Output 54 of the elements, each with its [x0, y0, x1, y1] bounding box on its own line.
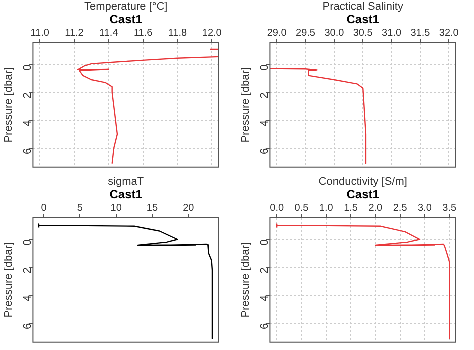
x-tick-label: 15	[146, 202, 158, 214]
x-tick-label: 10	[110, 202, 122, 214]
y-tick-label: 6	[259, 323, 272, 330]
x-tick-label: 3.5	[442, 202, 457, 214]
x-tick-label: 1.5	[344, 202, 358, 214]
x-axis-title: Conductivity [S/m]	[318, 176, 408, 188]
x-tick-label: 2.5	[393, 202, 408, 214]
x-tick-label: 11.2	[65, 28, 84, 39]
x-axis-title: Practical Salinity	[322, 1, 404, 14]
y-tick-label: 6	[22, 148, 34, 155]
x-tick-label: 31.0	[382, 28, 402, 39]
x-axis-title: Temperature [°C]	[84, 1, 168, 14]
y-axis-title: Pressure [dbar]	[3, 68, 16, 143]
x-tick-label: 0.0	[270, 202, 284, 214]
y-tick-label: 4	[259, 120, 272, 127]
x-tick-label: 29.5	[296, 28, 316, 39]
y-tick-label: 4	[22, 120, 34, 127]
y-tick-label: 4	[259, 295, 272, 302]
y-tick-label: 2	[22, 268, 34, 274]
y-tick-label: 2	[22, 92, 34, 99]
x-tick-label: 3.0	[418, 202, 432, 214]
x-tick-label: 20	[183, 202, 195, 214]
y-axis-title: Pressure [dbar]	[240, 242, 252, 318]
x-tick-label: 12.0	[202, 28, 222, 39]
y-tick-label: 0	[22, 64, 34, 71]
x-tick-label: 29.0	[267, 28, 288, 39]
x-tick-label: 1.0	[319, 202, 334, 214]
x-tick-label: 0	[41, 202, 48, 214]
y-tick-label: 0	[259, 240, 272, 246]
chart-title: Cast1	[346, 187, 380, 202]
x-tick-label: 11.4	[100, 28, 119, 39]
y-tick-label: 6	[259, 148, 272, 155]
y-tick-label: 2	[259, 92, 272, 99]
x-tick-label: 30.5	[353, 28, 374, 39]
y-tick-label: 4	[22, 295, 34, 302]
y-axis-title: Pressure [dbar]	[3, 242, 16, 318]
y-axis-title: Pressure [dbar]	[240, 68, 252, 143]
x-axis-title: sigmaT	[108, 176, 144, 188]
x-tick-label: 11.0	[30, 28, 50, 39]
x-tick-label: 30.0	[324, 28, 345, 39]
y-tick-label: 0	[22, 240, 34, 246]
x-tick-label: 2.0	[368, 202, 384, 214]
x-tick-label: 0.5	[294, 202, 310, 214]
x-tick-label: 31.5	[410, 28, 431, 39]
x-tick-label: 5	[77, 202, 84, 214]
chart-title: Cast1	[110, 187, 143, 202]
x-tick-label: 11.8	[168, 28, 188, 39]
x-tick-label: 11.6	[134, 28, 154, 39]
y-tick-label: 2	[259, 268, 272, 274]
chart-title: Cast1	[346, 12, 380, 26]
x-tick-label: 32.0	[439, 28, 460, 39]
y-tick-label: 0	[259, 64, 272, 71]
y-tick-label: 6	[22, 323, 34, 330]
chart-title: Cast1	[110, 12, 143, 26]
